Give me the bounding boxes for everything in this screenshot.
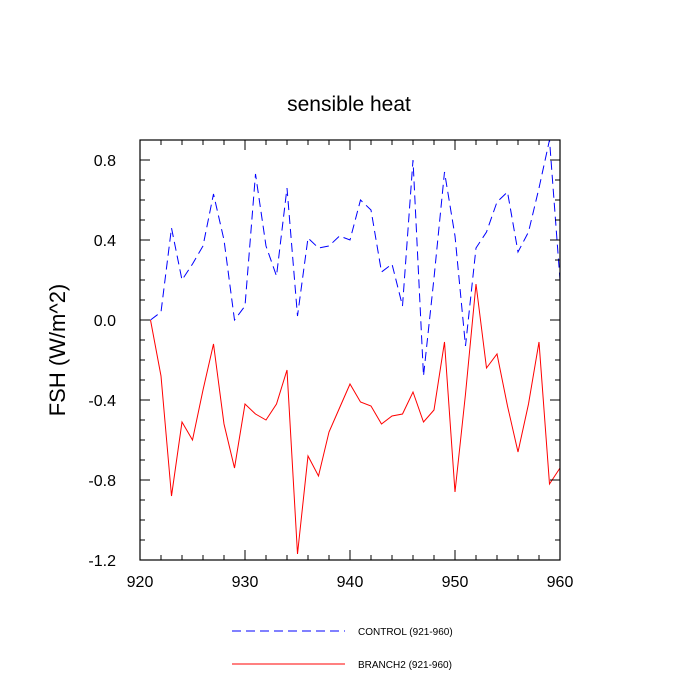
y-tick-label: -0.4 bbox=[88, 393, 116, 410]
plot-frame bbox=[139, 139, 561, 561]
y-tick-label: -0.8 bbox=[88, 473, 116, 490]
x-tick-label: 920 bbox=[127, 574, 154, 591]
y-tick-label: 0.0 bbox=[94, 313, 116, 330]
plot-area bbox=[150, 139, 561, 555]
y-axis-label: FSH (W/m^2) bbox=[45, 284, 70, 417]
series-line-control bbox=[150, 139, 561, 377]
x-tick-label: 960 bbox=[547, 574, 574, 591]
x-tick-label: 940 bbox=[337, 574, 364, 591]
series-line-branch2 bbox=[150, 283, 561, 555]
axis-ticks: 920 930 940 950 960 0.8 0.4 0.0 -0.4 -0.8 -1.2 bbox=[88, 139, 574, 591]
x-tick-label: 930 bbox=[232, 574, 259, 591]
y-tick-label: 0.4 bbox=[94, 233, 116, 250]
legend-label-branch2: BRANCH2 (921-960) bbox=[358, 660, 452, 671]
legend: CONTROL (921-960) BRANCH2 (921-960) bbox=[232, 627, 453, 671]
chart-title: sensible heat bbox=[287, 93, 411, 116]
y-tick-label: 0.8 bbox=[94, 153, 116, 170]
legend-label-control: CONTROL (921-960) bbox=[358, 627, 453, 638]
x-tick-label: 950 bbox=[442, 574, 469, 591]
y-tick-label: -1.2 bbox=[88, 553, 116, 570]
